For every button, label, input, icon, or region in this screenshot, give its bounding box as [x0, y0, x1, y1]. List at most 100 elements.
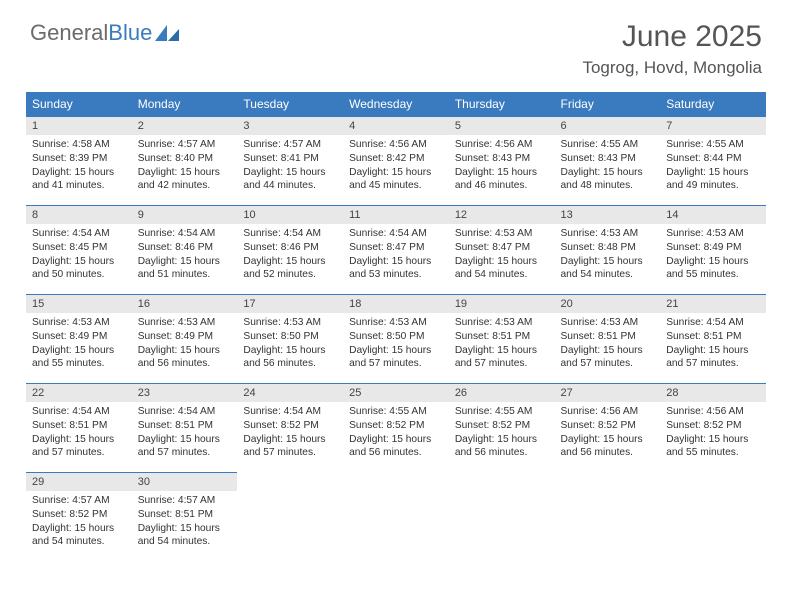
- day-number: 26: [449, 384, 555, 402]
- sunset-line: Sunset: 8:43 PM: [561, 153, 636, 164]
- daylight-line: Daylight: 15 hours and 48 minutes.: [561, 167, 643, 192]
- calendar-cell: [449, 473, 555, 562]
- daylight-line: Daylight: 15 hours and 42 minutes.: [138, 167, 220, 192]
- day-number: 18: [343, 295, 449, 313]
- sunrise-line: Sunrise: 4:53 AM: [138, 317, 216, 328]
- day-number: 1: [26, 117, 132, 135]
- calendar-week-row: 22Sunrise: 4:54 AMSunset: 8:51 PMDayligh…: [26, 384, 766, 473]
- day-content: Sunrise: 4:57 AMSunset: 8:52 PMDaylight:…: [26, 491, 132, 555]
- sunrise-line: Sunrise: 4:56 AM: [561, 406, 639, 417]
- sunset-line: Sunset: 8:41 PM: [243, 153, 318, 164]
- day-number: 11: [343, 206, 449, 224]
- calendar-cell: 7Sunrise: 4:55 AMSunset: 8:44 PMDaylight…: [660, 117, 766, 206]
- calendar-body: 1Sunrise: 4:58 AMSunset: 8:39 PMDaylight…: [26, 117, 766, 562]
- sunrise-line: Sunrise: 4:54 AM: [349, 228, 427, 239]
- day-content: Sunrise: 4:56 AMSunset: 8:52 PMDaylight:…: [660, 402, 766, 466]
- calendar-cell: 14Sunrise: 4:53 AMSunset: 8:49 PMDayligh…: [660, 206, 766, 295]
- daylight-line: Daylight: 15 hours and 57 minutes.: [349, 345, 431, 370]
- daylight-line: Daylight: 15 hours and 57 minutes.: [561, 345, 643, 370]
- daylight-line: Daylight: 15 hours and 55 minutes.: [666, 256, 748, 281]
- sunrise-line: Sunrise: 4:53 AM: [455, 317, 533, 328]
- daylight-line: Daylight: 15 hours and 41 minutes.: [32, 167, 114, 192]
- weekday-header-row: Sunday Monday Tuesday Wednesday Thursday…: [26, 92, 766, 117]
- calendar-cell: 18Sunrise: 4:53 AMSunset: 8:50 PMDayligh…: [343, 295, 449, 384]
- calendar-cell: 15Sunrise: 4:53 AMSunset: 8:49 PMDayligh…: [26, 295, 132, 384]
- day-content: Sunrise: 4:54 AMSunset: 8:51 PMDaylight:…: [132, 402, 238, 466]
- logo: GeneralBlue: [30, 20, 181, 46]
- daylight-line: Daylight: 15 hours and 54 minutes.: [138, 523, 220, 548]
- sunrise-line: Sunrise: 4:57 AM: [243, 139, 321, 150]
- calendar-cell: 28Sunrise: 4:56 AMSunset: 8:52 PMDayligh…: [660, 384, 766, 473]
- calendar-table: Sunday Monday Tuesday Wednesday Thursday…: [26, 92, 766, 561]
- day-number: 30: [132, 473, 238, 491]
- sunset-line: Sunset: 8:52 PM: [666, 420, 741, 431]
- day-content: Sunrise: 4:57 AM Sunset: 8:41 PM Daylight:…: [237, 135, 343, 199]
- day-content: Sunrise: 4:54 AMSunset: 8:45 PMDaylight:…: [26, 224, 132, 288]
- sunset-line: Sunset: 8:51 PM: [455, 331, 530, 342]
- day-content: Sunrise: 4:53 AMSunset: 8:51 PMDaylight:…: [449, 313, 555, 377]
- location: Togrog, Hovd, Mongolia: [582, 58, 762, 78]
- sunset-line: Sunset: 8:42 PM: [349, 153, 424, 164]
- sunset-line: Sunset: 8:52 PM: [243, 420, 318, 431]
- day-number: 8: [26, 206, 132, 224]
- sunset-line: Sunset: 8:52 PM: [32, 509, 107, 520]
- sunrise-line: Sunrise: 4:53 AM: [561, 317, 639, 328]
- calendar-cell: 10Sunrise: 4:54 AMSunset: 8:46 PMDayligh…: [237, 206, 343, 295]
- day-number: 25: [343, 384, 449, 402]
- sunrise-line: Sunrise: 4:53 AM: [243, 317, 321, 328]
- sunset-line: Sunset: 8:51 PM: [32, 420, 107, 431]
- calendar-cell: 1Sunrise: 4:58 AMSunset: 8:39 PMDaylight…: [26, 117, 132, 206]
- calendar-cell: [660, 473, 766, 562]
- sunrise-line: Sunrise: 4:54 AM: [243, 228, 321, 239]
- day-content: Sunrise: 4:57 AMSunset: 8:51 PMDaylight:…: [132, 491, 238, 555]
- sunset-line: Sunset: 8:45 PM: [32, 242, 107, 253]
- calendar-week-row: 1Sunrise: 4:58 AMSunset: 8:39 PMDaylight…: [26, 117, 766, 206]
- daylight-line: Daylight: 15 hours and 44 minutes.: [243, 167, 325, 192]
- header: GeneralBlue June 2025 Togrog, Hovd, Mong…: [0, 0, 792, 88]
- daylight-line: Daylight: 15 hours and 45 minutes.: [349, 167, 431, 192]
- calendar-cell: 16Sunrise: 4:53 AMSunset: 8:49 PMDayligh…: [132, 295, 238, 384]
- daylight-line: Daylight: 15 hours and 56 minutes.: [349, 434, 431, 459]
- calendar-week-row: 8 Sunrise: 4:54 AM Sunset: 8:45 PM Daylight…: [26, 206, 766, 295]
- day-number: 6: [555, 117, 661, 135]
- sunset-line: Sunset: 8:49 PM: [32, 331, 107, 342]
- sunset-line: Sunset: 8:51 PM: [561, 331, 636, 342]
- day-number: 28: [660, 384, 766, 402]
- sunrise-line: Sunrise: 4:54 AM: [32, 406, 110, 417]
- sunrise-line: Sunrise: 4:54 AM: [32, 228, 110, 239]
- calendar-cell: 22Sunrise: 4:54 AMSunset: 8:51 PMDayligh…: [26, 384, 132, 473]
- sunset-line: Sunset: 8:44 PM: [666, 153, 741, 164]
- calendar-cell: [237, 473, 343, 562]
- logo-sail-icon: [155, 23, 181, 43]
- calendar-cell: 8Sunrise: 4:54 AMSunset: 8:45 PMDaylight…: [26, 206, 132, 295]
- sunset-line: Sunset: 8:51 PM: [138, 509, 213, 520]
- calendar-cell: 5Sunrise: 4:56 AMSunset: 8:43 PMDaylight…: [449, 117, 555, 206]
- daylight-line: Daylight: 15 hours and 56 minutes.: [243, 345, 325, 370]
- sunset-line: Sunset: 8:48 PM: [561, 242, 636, 253]
- sunrise-line: Sunrise: 4:54 AM: [243, 406, 321, 417]
- daylight-line: Daylight: 15 hours and 54 minutes.: [32, 523, 114, 548]
- day-number: 3: [237, 117, 343, 135]
- sunrise-line: Sunrise: 4:55 AM: [455, 406, 533, 417]
- calendar-cell: [555, 473, 661, 562]
- day-content: Sunrise: 4:54 AMSunset: 8:46 PMDaylight:…: [132, 224, 238, 288]
- sunset-line: Sunset: 8:52 PM: [455, 420, 530, 431]
- day-content: Sunrise: 4:55 AMSunset: 8:52 PMDaylight:…: [343, 402, 449, 466]
- day-number: 5: [449, 117, 555, 135]
- calendar-week-row: 15Sunrise: 4:53 AMSunset: 8:49 PMDayligh…: [26, 295, 766, 384]
- calendar-cell: 4Sunrise: 4:56 AMSunset: 8:42 PMDaylight…: [343, 117, 449, 206]
- day-content: Sunrise: 4:54 AMSunset: 8:47 PMDaylight:…: [343, 224, 449, 288]
- day-number: 4: [343, 117, 449, 135]
- weekday-saturday: Saturday: [660, 92, 766, 117]
- sunset-line: Sunset: 8:46 PM: [243, 242, 318, 253]
- day-content: Sunrise: 4:54 AMSunset: 8:46 PMDaylight:…: [237, 224, 343, 288]
- weekday-tuesday: Tuesday: [237, 92, 343, 117]
- weekday-sunday: Sunday: [26, 92, 132, 117]
- calendar-cell: 17Sunrise: 4:53 AMSunset: 8:50 PMDayligh…: [237, 295, 343, 384]
- day-number: 16: [132, 295, 238, 313]
- daylight-line: Daylight: 15 hours and 56 minutes.: [561, 434, 643, 459]
- day-content: Sunrise: 4:58 AMSunset: 8:39 PMDaylight:…: [26, 135, 132, 199]
- sunrise-line: Sunrise: 4:53 AM: [561, 228, 639, 239]
- sunrise-line: Sunrise: 4:56 AM: [666, 406, 744, 417]
- day-content: Sunrise: 4:55 AMSunset: 8:52 PMDaylight:…: [449, 402, 555, 466]
